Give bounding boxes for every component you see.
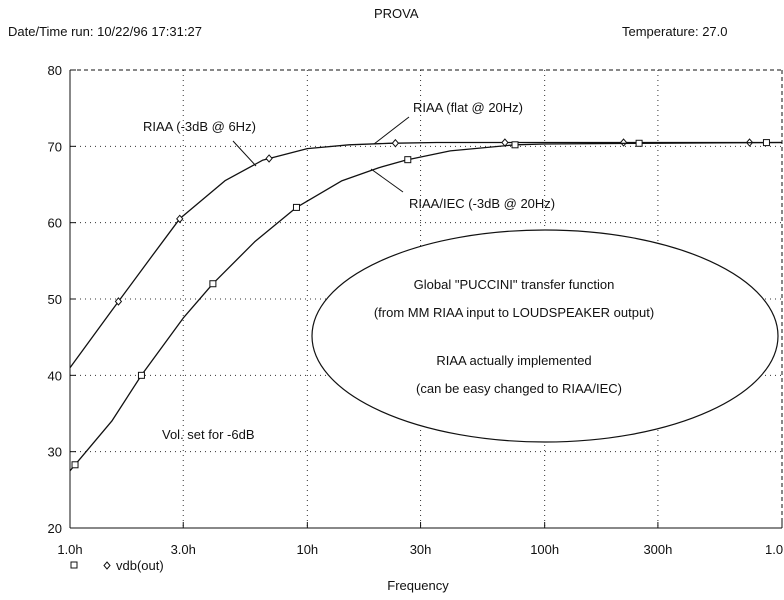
square-marker [762,139,770,147]
ellipse-line-2: (from MM RIAA input to LOUDSPEAKER outpu… [374,305,654,320]
annotation-volume: Vol. set for -6dB [162,427,255,442]
leader-line-riaa-6hz [232,140,257,167]
y-tick-label: 40 [48,368,62,383]
x-tick-label: 300h [643,542,672,557]
x-tick-label: 30h [410,542,432,557]
square-marker [137,371,145,379]
x-tick-label: 1.0h [57,542,82,557]
square-marker [292,203,300,211]
y-tick-label: 70 [48,139,62,154]
ellipse-line-1: Global "PUCCINI" transfer function [414,277,615,292]
legend-square-marker [70,561,78,569]
diamond-marker [391,138,400,148]
ellipse-line-4: (can be easy changed to RIAA/IEC) [416,381,622,396]
x-tick-label: 3.0h [171,542,196,557]
x-tick-label: 100h [530,542,559,557]
series-line-0 [69,141,782,369]
square-marker [635,139,643,147]
diamond-marker [619,138,628,147]
leader-line-riaa-iec [370,168,404,193]
axes [69,69,783,529]
annotation-riaa-flat: RIAA (flat @ 20Hz) [413,100,523,115]
note-ellipse [311,229,779,443]
y-tick-label: 60 [48,216,62,231]
square-marker [71,461,79,469]
series-line-1 [69,141,783,472]
square-marker [404,156,412,164]
tick-labels: 20 30 40 50 60 70 80 1.0h 3.0h 10h 30h 100h 300h 1.0K… [48,63,784,593]
run-info: Date/Time run: 10/22/96 17:31:27 [8,24,202,39]
legend-label: vdb(out) [116,558,164,573]
x-axis-title: Frequency [387,578,449,593]
square-marker [209,280,217,288]
annotation-riaa-6hz: RIAA (-3dB @ 6Hz) [143,119,256,134]
leader-line-riaa-flat [373,116,410,145]
diamond-marker [265,154,273,163]
ellipse-line-3: RIAA actually implemented [436,353,591,368]
diamond-marker [176,214,184,224]
legend-diamond-marker [103,561,111,570]
square-marker [511,141,519,149]
diamond-marker [114,297,123,306]
annotation-riaa-iec: RIAA/IEC (-3dB @ 20Hz) [409,196,555,211]
y-tick-label: 30 [48,445,62,460]
y-tick-label: 20 [48,521,62,536]
temperature-label: Temperature: 27.0 [622,24,728,39]
x-tick-label: 10h [296,542,318,557]
y-tick-label: 80 [48,63,62,78]
y-tick-label: 50 [48,292,62,307]
annotations: RIAA (-3dB @ 6Hz) RIAA (flat @ 20Hz) RIAA/… [70,100,779,573]
chart-title: PROVA [374,6,419,21]
series [69,138,783,472]
x-tick-label: 1.0Kh [765,542,784,557]
